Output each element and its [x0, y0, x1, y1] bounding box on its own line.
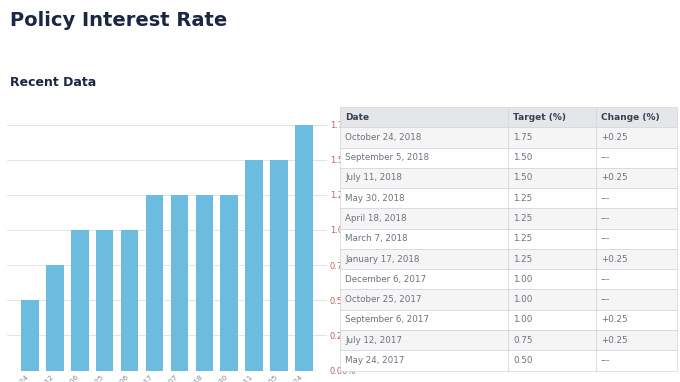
Text: +0.25: +0.25	[601, 254, 628, 264]
Bar	[220, 195, 238, 371]
Text: May 24, 2017: May 24, 2017	[345, 356, 405, 365]
Text: October 24, 2018: October 24, 2018	[345, 133, 422, 142]
FancyBboxPatch shape	[509, 228, 596, 249]
FancyBboxPatch shape	[509, 208, 596, 228]
Text: July 12, 2017: July 12, 2017	[345, 336, 403, 345]
Text: Change (%): Change (%)	[601, 113, 660, 121]
Text: 1.25: 1.25	[513, 214, 532, 223]
FancyBboxPatch shape	[340, 269, 509, 290]
Bar	[295, 125, 313, 371]
Text: 1.00: 1.00	[513, 316, 533, 324]
FancyBboxPatch shape	[509, 290, 596, 310]
FancyBboxPatch shape	[596, 208, 677, 228]
FancyBboxPatch shape	[509, 168, 596, 188]
FancyBboxPatch shape	[340, 168, 509, 188]
Text: ---: ---	[601, 234, 610, 243]
Text: July 11, 2018: July 11, 2018	[345, 173, 403, 183]
Text: Date: Date	[345, 113, 369, 121]
Text: 1.25: 1.25	[513, 254, 532, 264]
Text: December 6, 2017: December 6, 2017	[345, 275, 426, 284]
Text: September 5, 2018: September 5, 2018	[345, 153, 430, 162]
Text: +0.25: +0.25	[601, 173, 628, 183]
FancyBboxPatch shape	[340, 188, 509, 208]
Text: Target (%): Target (%)	[513, 113, 566, 121]
Text: 1.75: 1.75	[513, 133, 533, 142]
Text: 1.50: 1.50	[513, 153, 533, 162]
Text: ---: ---	[601, 214, 610, 223]
FancyBboxPatch shape	[596, 350, 677, 371]
FancyBboxPatch shape	[340, 107, 509, 127]
FancyBboxPatch shape	[340, 147, 509, 168]
FancyBboxPatch shape	[340, 290, 509, 310]
FancyBboxPatch shape	[509, 269, 596, 290]
Bar	[196, 195, 213, 371]
Bar	[171, 195, 188, 371]
Text: Recent Data: Recent Data	[10, 76, 97, 89]
Text: 1.00: 1.00	[513, 275, 533, 284]
Text: ---: ---	[601, 153, 610, 162]
FancyBboxPatch shape	[596, 290, 677, 310]
FancyBboxPatch shape	[509, 107, 596, 127]
FancyBboxPatch shape	[340, 350, 509, 371]
Text: Policy Interest Rate: Policy Interest Rate	[10, 11, 227, 31]
Text: ---: ---	[601, 194, 610, 203]
FancyBboxPatch shape	[509, 310, 596, 330]
Text: +0.25: +0.25	[601, 316, 628, 324]
FancyBboxPatch shape	[509, 147, 596, 168]
Text: October 25, 2017: October 25, 2017	[345, 295, 422, 304]
FancyBboxPatch shape	[340, 208, 509, 228]
Bar	[121, 230, 138, 371]
FancyBboxPatch shape	[596, 330, 677, 350]
FancyBboxPatch shape	[509, 249, 596, 269]
Text: 1.25: 1.25	[513, 194, 532, 203]
Text: 1.50: 1.50	[513, 173, 533, 183]
Text: March 7, 2018: March 7, 2018	[345, 234, 408, 243]
FancyBboxPatch shape	[596, 188, 677, 208]
Text: +0.25: +0.25	[601, 336, 628, 345]
Text: ---: ---	[601, 275, 610, 284]
Text: January 17, 2018: January 17, 2018	[345, 254, 420, 264]
Text: 0.75: 0.75	[513, 336, 533, 345]
FancyBboxPatch shape	[340, 249, 509, 269]
FancyBboxPatch shape	[596, 127, 677, 147]
FancyBboxPatch shape	[596, 107, 677, 127]
Text: ---: ---	[601, 295, 610, 304]
Bar	[96, 230, 114, 371]
FancyBboxPatch shape	[596, 249, 677, 269]
FancyBboxPatch shape	[340, 228, 509, 249]
FancyBboxPatch shape	[596, 147, 677, 168]
Bar	[146, 195, 163, 371]
Bar	[71, 230, 88, 371]
FancyBboxPatch shape	[340, 127, 509, 147]
FancyBboxPatch shape	[509, 350, 596, 371]
FancyBboxPatch shape	[509, 188, 596, 208]
FancyBboxPatch shape	[596, 269, 677, 290]
Text: +0.25: +0.25	[601, 133, 628, 142]
FancyBboxPatch shape	[596, 228, 677, 249]
Bar	[245, 160, 262, 371]
Text: 1.25: 1.25	[513, 234, 532, 243]
Text: September 6, 2017: September 6, 2017	[345, 316, 429, 324]
Text: 0.50: 0.50	[513, 356, 533, 365]
Bar	[21, 300, 39, 371]
Bar	[46, 265, 64, 371]
FancyBboxPatch shape	[509, 330, 596, 350]
FancyBboxPatch shape	[596, 310, 677, 330]
FancyBboxPatch shape	[596, 168, 677, 188]
FancyBboxPatch shape	[509, 127, 596, 147]
FancyBboxPatch shape	[340, 330, 509, 350]
FancyBboxPatch shape	[340, 310, 509, 330]
Text: May 30, 2018: May 30, 2018	[345, 194, 405, 203]
Bar	[270, 160, 288, 371]
Text: 1.00: 1.00	[513, 295, 533, 304]
Text: ---: ---	[601, 356, 610, 365]
Text: April 18, 2018: April 18, 2018	[345, 214, 407, 223]
